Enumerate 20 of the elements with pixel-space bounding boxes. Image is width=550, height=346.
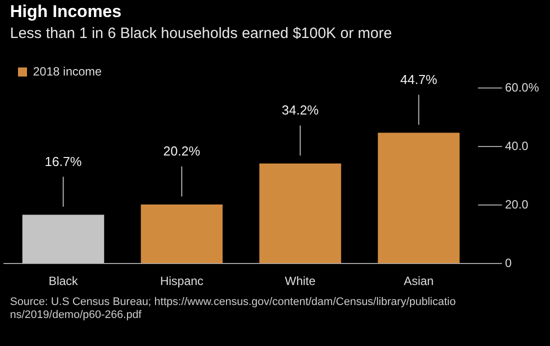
y-tick-label: 60.0% [504,80,540,94]
x-tick-label: Hispanc [160,274,204,288]
text: 44.7% [400,72,438,87]
y-tick-label: 0 [504,256,512,270]
source-note: Source: U.S Census Bureau; https://www.census.gov/content/dam/Census/library/publications/2019/demo/p60-266.pdf [10,296,457,322]
text: 16.7% [44,154,82,169]
legend-label: 2018 income [33,64,102,78]
bar [140,204,223,264]
bar [22,214,104,264]
chart-subtitle: Less than 1 in 6 Black households earned $100K or more [10,25,392,42]
x-tick-label: Asian [404,274,434,288]
bar [259,164,342,264]
y-tick-label: 20.0 [504,197,529,212]
x-tick-label: Black [48,274,79,288]
chart-title: High Incomes [10,2,122,22]
bar [378,132,460,264]
x-tick-label: White [284,274,316,288]
text: 34.2% [282,102,319,118]
text: 20.2% [163,144,200,159]
y-tick-label: 40.0 [504,138,529,153]
